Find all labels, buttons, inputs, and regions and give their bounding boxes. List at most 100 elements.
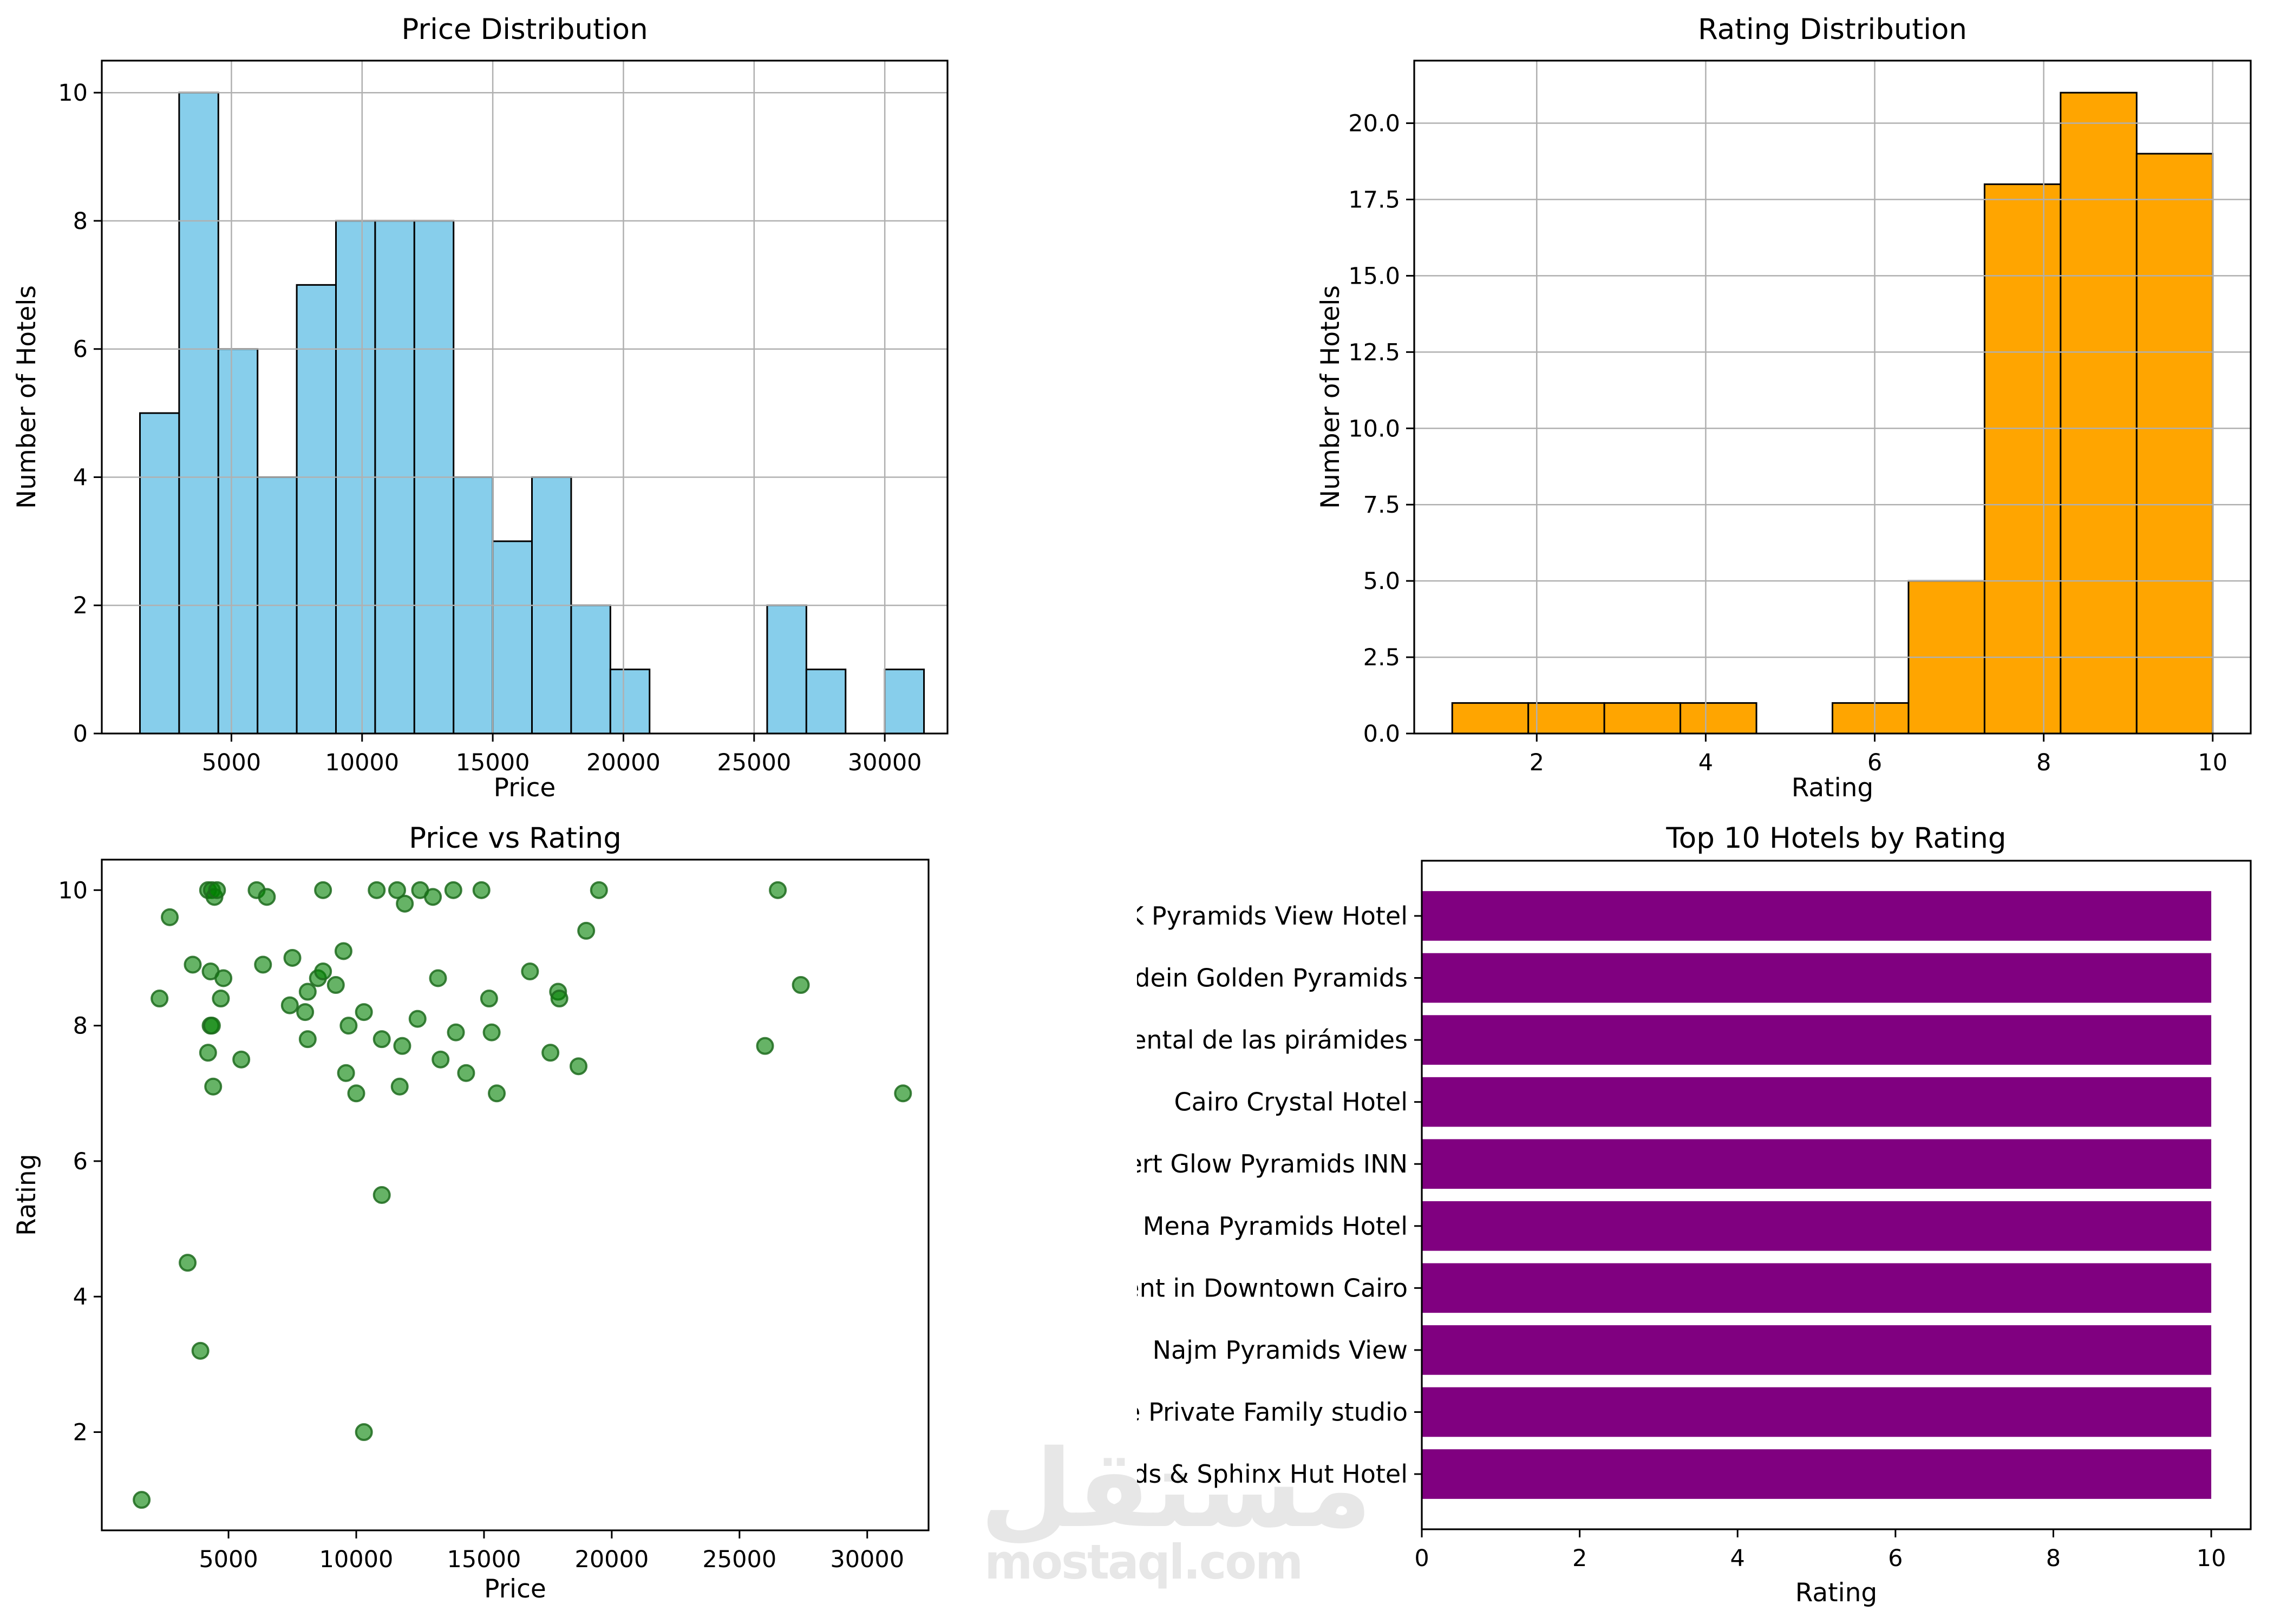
hotel-name-label: Alaaeldein Golden Pyramids <box>1137 964 1408 993</box>
scatter-point <box>541 1044 560 1062</box>
scatter-point <box>457 1064 475 1082</box>
scatter-point <box>756 1037 774 1055</box>
x-tick-label: 4 <box>1730 1545 1745 1572</box>
hotel-rating-bar <box>1422 1139 2212 1189</box>
scatter-point <box>570 1057 588 1076</box>
scatter-point <box>133 1491 151 1509</box>
scatter-point <box>894 1084 912 1103</box>
x-tick-label: 2 <box>1530 749 1544 776</box>
scatter-point <box>298 983 317 1001</box>
y-tick-label: 17.5 <box>1348 186 1400 213</box>
top10-hotels-panel: Top 10 Hotels by Rating FK Pyramids View… <box>1137 812 2274 1624</box>
rating-distribution-panel: Rating Distribution 2 4 6 8 10 0.0 2.5 5.0 7.5 10… <box>1137 0 2274 812</box>
scatter-point <box>199 1044 217 1062</box>
scatter-point <box>577 921 596 940</box>
scatter-point <box>179 1254 197 1272</box>
histogram-bar <box>609 669 651 735</box>
x-tick-label: 0 <box>1414 1545 1429 1572</box>
histogram-bar <box>766 604 807 735</box>
price-vs-rating-title: Price vs Rating <box>409 822 622 855</box>
y-tick-label: 12.5 <box>1348 339 1400 366</box>
scatter-point <box>447 1023 465 1042</box>
y-tick-label: 6 <box>73 1148 88 1175</box>
rating-hist-xaxis-label: Rating <box>1791 773 1874 803</box>
histogram-bar <box>178 91 219 735</box>
y-tick-label: 10 <box>58 80 88 107</box>
scatter-point <box>334 942 352 960</box>
hotel-name-label: FK Pyramids View Hotel <box>1137 901 1408 931</box>
rating-hist-yaxis-label: Number of Hotels <box>1316 285 1345 509</box>
hotel-name-label: Pyramids Sunrise Private Family studio <box>1137 1397 1408 1426</box>
scatter-point <box>184 955 202 974</box>
y-tick-label: 2 <box>73 1419 88 1446</box>
rating-distribution-title: Rating Distribution <box>1698 13 1967 46</box>
scatter-point <box>388 881 406 899</box>
y-tick-label: 8 <box>73 1013 88 1040</box>
x-tick-label: 6 <box>1888 1545 1903 1572</box>
scatter-point <box>393 1037 411 1055</box>
hotel-name-label: Hotel apartment in Downtown Cairo <box>1137 1273 1408 1302</box>
scatter-point <box>769 881 787 899</box>
scatter-point <box>429 969 447 987</box>
y-tick-label: 6 <box>73 336 88 363</box>
histogram-bar <box>1527 702 1605 735</box>
hotel-rating-bar <box>1422 891 2212 941</box>
x-tick-label: 4 <box>1698 749 1713 776</box>
axes-spines <box>1413 60 2252 735</box>
price-vs-rating-plot: 5000 10000 15000 20000 25000 30000 2 4 6 8 10 <box>58 859 930 1573</box>
scatter-point <box>550 990 568 1008</box>
hotel-name-label: Najm Pyramids View <box>1153 1335 1408 1365</box>
hotel-rating-bar <box>1422 1201 2212 1251</box>
y-tick-label: 4 <box>73 1284 88 1311</box>
top10-hotels-title: Top 10 Hotels by Rating <box>1666 822 2007 855</box>
histogram-bar <box>1832 702 1910 735</box>
price-hist-xaxis-label: Price <box>493 773 556 803</box>
histogram-bar <box>139 412 180 735</box>
x-tick-label: 10 <box>2198 749 2227 776</box>
histogram-bar <box>884 669 925 735</box>
x-tick-label: 15000 <box>456 749 530 776</box>
y-tick-label: 8 <box>73 208 88 235</box>
y-tick-label: 15.0 <box>1348 263 1400 290</box>
scatter-point <box>424 888 442 906</box>
x-tick-label: 2 <box>1572 1545 1587 1572</box>
y-tick-label: 2 <box>73 592 88 619</box>
axes-spines <box>1421 860 2252 1530</box>
histogram-bar <box>1680 702 1757 735</box>
x-tick-label: 8 <box>2046 1545 2061 1572</box>
scatter-point <box>204 1077 223 1096</box>
y-tick-label: 4 <box>73 464 88 491</box>
x-tick-label: 30000 <box>848 749 922 776</box>
scatter-point <box>339 1017 358 1035</box>
scatter-point <box>472 881 491 899</box>
scatter-point <box>202 1017 221 1035</box>
hotel-rating-bar <box>1422 1263 2212 1313</box>
scatter-point <box>232 1050 251 1069</box>
histogram-bar <box>570 604 611 735</box>
hotel-rating-bar <box>1422 1387 2212 1437</box>
x-tick-label: 10000 <box>325 749 399 776</box>
scatter-point <box>314 962 332 980</box>
y-tick-label: 20.0 <box>1348 110 1400 137</box>
scatter-point <box>368 881 386 899</box>
y-tick-label: 0.0 <box>1363 721 1400 748</box>
hotel-name-label: Desert Glow Pyramids INN <box>1137 1149 1408 1178</box>
histogram-bar <box>2060 91 2138 735</box>
histogram-bar <box>805 669 847 735</box>
scatter-point <box>314 881 332 899</box>
x-tick-label: 5000 <box>202 749 261 776</box>
rating-distribution-plot: 2 4 6 8 10 0.0 2.5 5.0 7.5 10.0 12.5 15.0 17.5 20.0 <box>1348 60 2252 776</box>
scatter-point <box>151 990 169 1008</box>
scatter-point <box>390 1077 409 1096</box>
axes-spines <box>101 60 949 735</box>
top10-hotels-plot: FK Pyramids View Hotel Alaaeldein Golden … <box>1137 860 2252 1572</box>
hotel-name-label: Mena Pyramids Hotel <box>1143 1212 1408 1241</box>
hotel-rating-bar <box>1422 1077 2212 1127</box>
y-tick-label: 10.0 <box>1348 415 1400 442</box>
axes-spines <box>101 859 930 1531</box>
x-tick-label: 30000 <box>830 1546 904 1573</box>
y-tick-label: 0 <box>73 721 88 748</box>
x-tick-label: 15000 <box>447 1546 521 1573</box>
scatter-point <box>296 1003 315 1021</box>
hotel-name-label: Continental de las pirámides <box>1137 1025 1408 1055</box>
